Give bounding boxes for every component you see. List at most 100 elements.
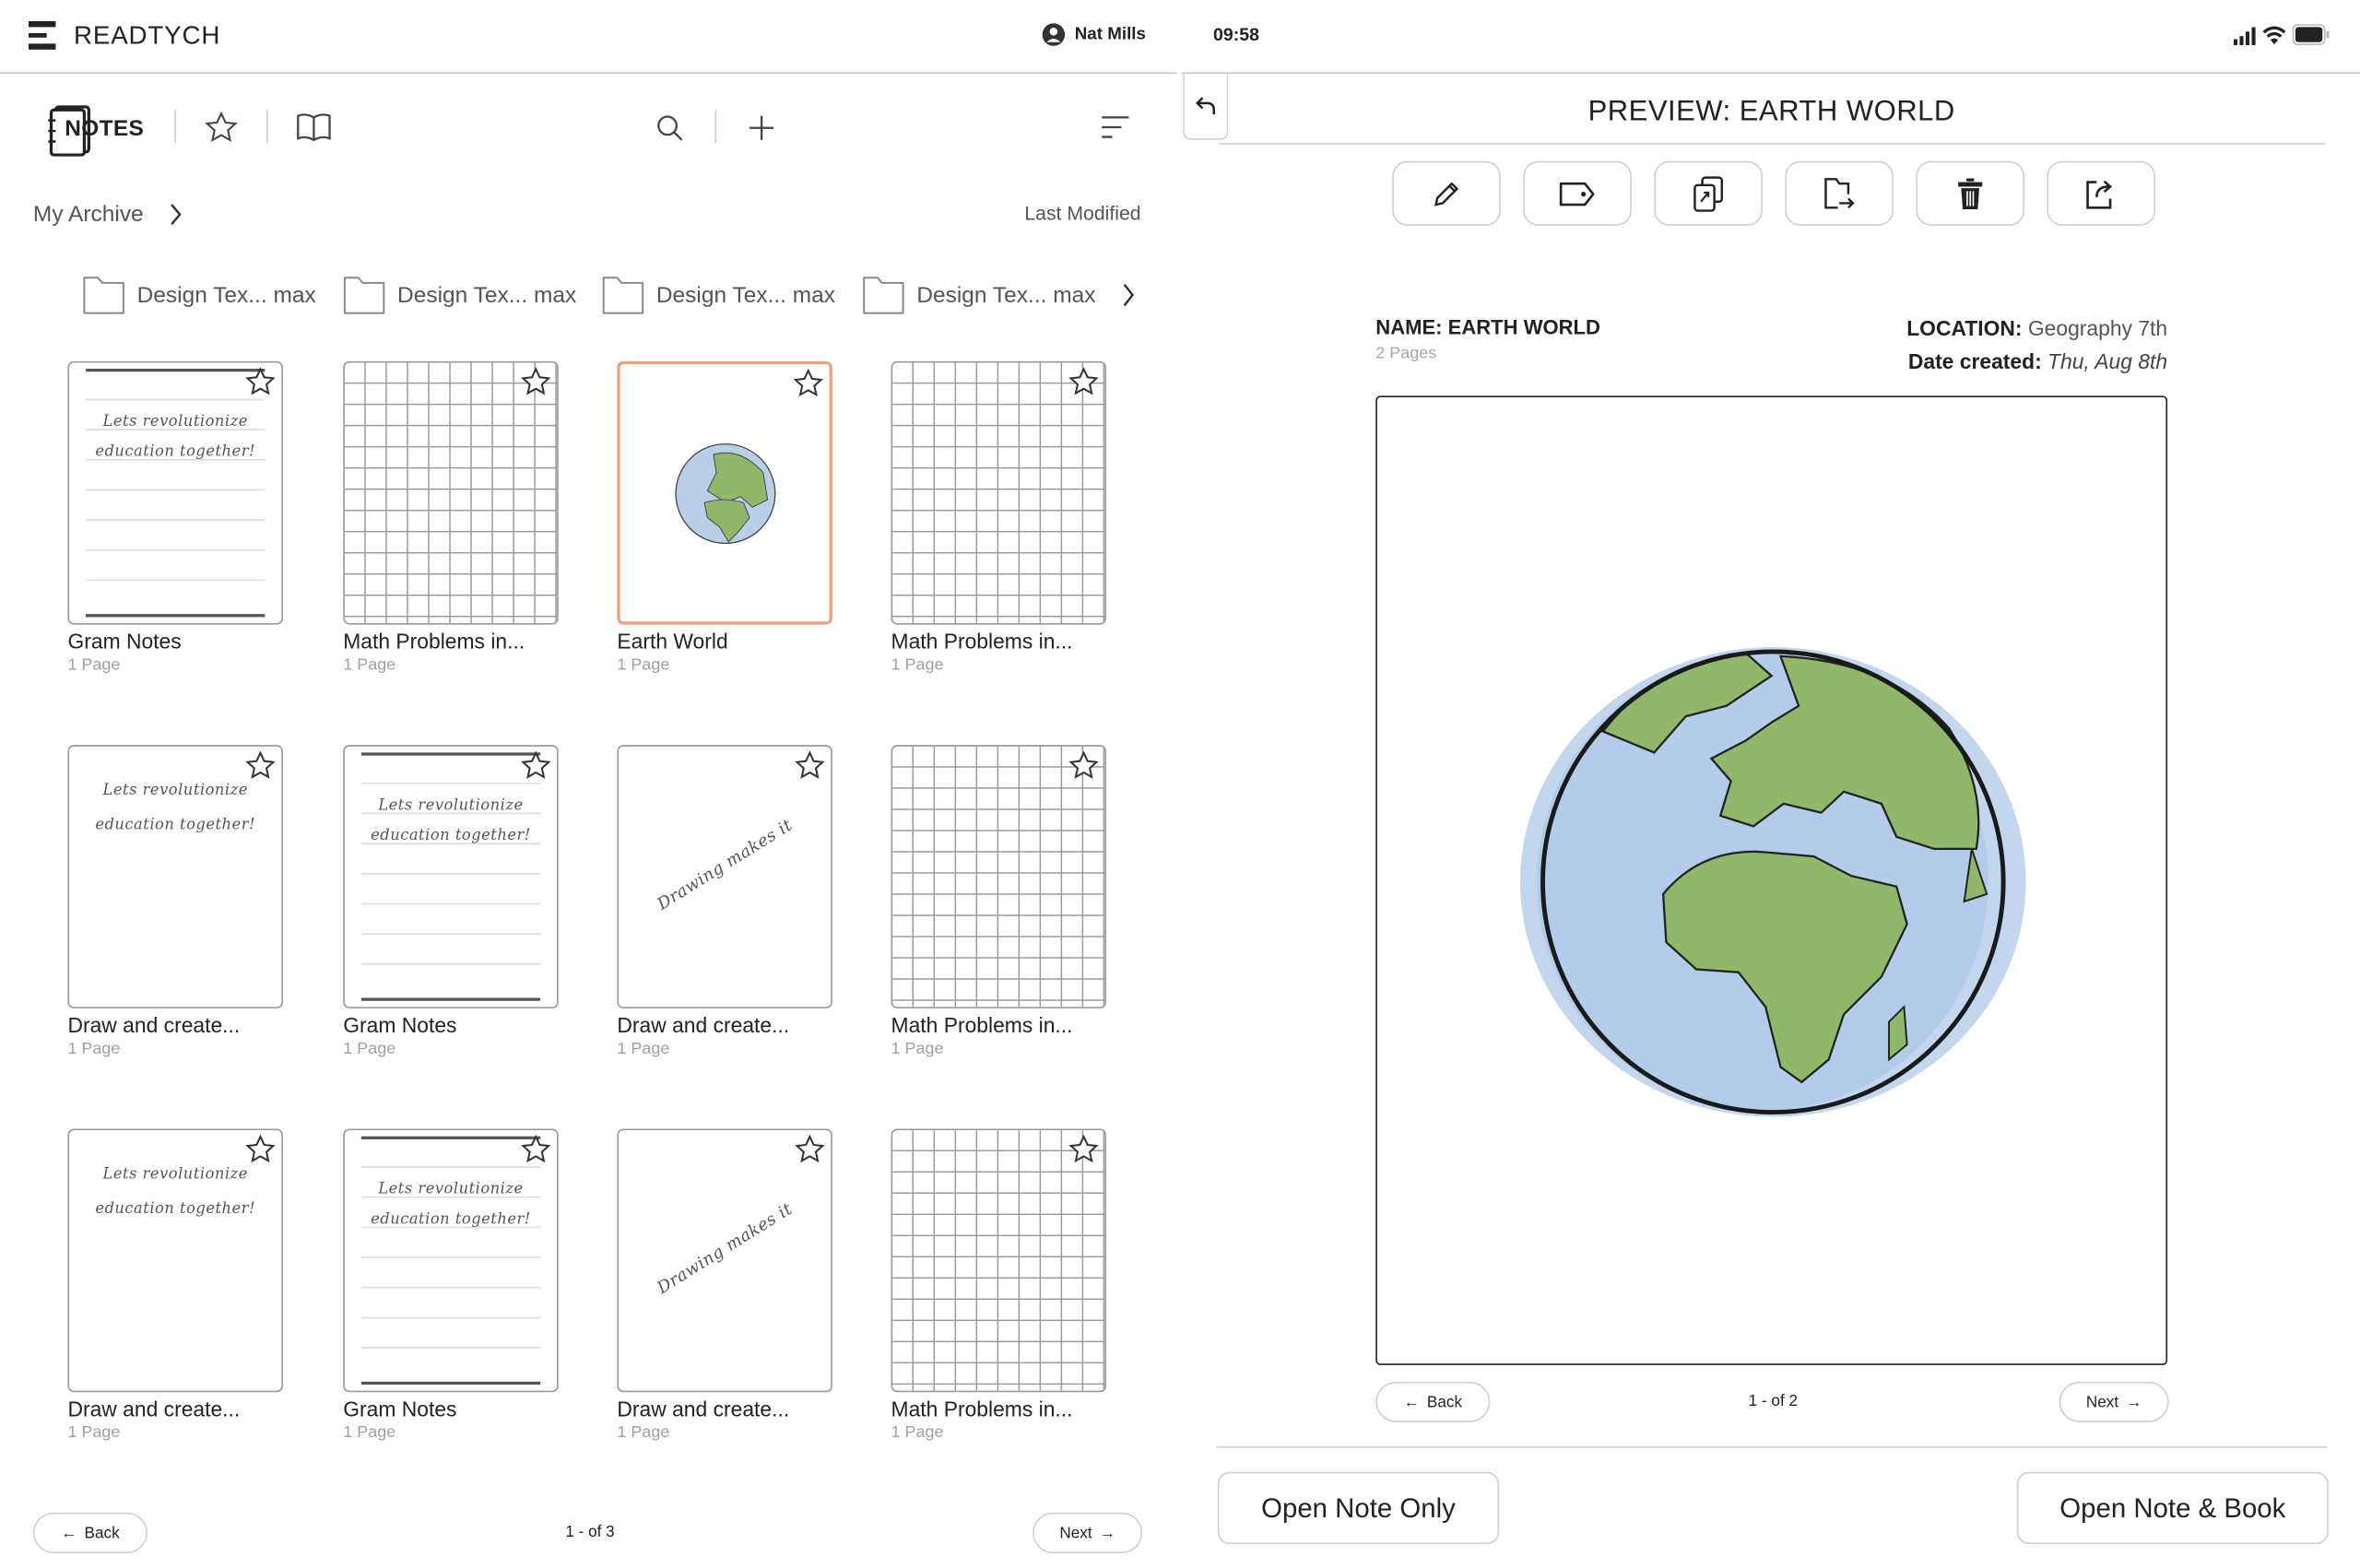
ruled-line xyxy=(360,1286,541,1289)
notes-logo[interactable]: NOTES xyxy=(48,105,157,157)
note-thumbnail[interactable]: Lets revolutionize education together! xyxy=(67,360,283,625)
sort-label[interactable]: Last Modified xyxy=(1024,201,1141,225)
return-button[interactable] xyxy=(1183,72,1229,140)
note-page-count: 1 Page xyxy=(67,1040,121,1058)
favorite-star-icon[interactable] xyxy=(1068,1135,1099,1163)
folder-item[interactable]: Design Tex... max xyxy=(602,276,835,314)
favorite-star-icon[interactable] xyxy=(245,367,276,395)
favorite-star-icon[interactable] xyxy=(1068,367,1099,395)
note-thumbnail[interactable] xyxy=(891,1128,1107,1393)
favorite-star-icon[interactable] xyxy=(245,750,276,780)
note-page-count: 1 Page xyxy=(343,1423,396,1443)
note-thumbnail[interactable] xyxy=(617,360,832,625)
delete-button[interactable] xyxy=(1916,160,2024,226)
note-card[interactable]: Lets revolutionize education together! Gr… xyxy=(343,1128,559,1443)
user-name[interactable]: Nat Mills xyxy=(1074,25,1146,44)
tag-button[interactable] xyxy=(1523,160,1632,226)
search-icon[interactable] xyxy=(656,114,683,141)
book-icon[interactable] xyxy=(297,112,332,142)
note-page-count: 1 Page xyxy=(343,655,396,675)
edit-button[interactable] xyxy=(1392,160,1501,226)
note-card[interactable]: Drawing makes it Draw and create... 1 Pa… xyxy=(617,745,832,1058)
favorite-star-icon[interactable] xyxy=(1068,750,1099,780)
duplicate-button[interactable] xyxy=(1654,160,1763,226)
note-card[interactable]: Math Problems in... 1 Page xyxy=(891,360,1107,675)
note-card[interactable]: Lets revolutionize education together! Gr… xyxy=(343,745,559,1058)
bottom-rule xyxy=(86,614,266,618)
note-thumbnail[interactable] xyxy=(343,360,559,625)
menu-icon[interactable] xyxy=(29,20,57,50)
sort-menu-icon[interactable] xyxy=(1102,116,1130,138)
note-page-count: 1 Page xyxy=(617,1423,670,1443)
move-folder-icon xyxy=(1824,177,1855,208)
note-title: Gram Notes xyxy=(67,629,182,654)
note-thumbnail[interactable]: Lets revolutionize education together! xyxy=(67,745,283,1008)
note-thumbnail[interactable]: Drawing makes it xyxy=(617,1128,832,1393)
folders-next-chevron-icon[interactable] xyxy=(1121,283,1135,307)
open-note-and-book-button[interactable]: Open Note & Book xyxy=(2016,1471,2329,1545)
note-card[interactable]: Lets revolutionize education together! Dr… xyxy=(67,745,283,1058)
handwriting-line: education together! xyxy=(371,827,531,844)
note-card[interactable]: Lets revolutionize education together! Gr… xyxy=(67,360,283,675)
favorite-star-icon[interactable] xyxy=(521,367,551,395)
move-button[interactable] xyxy=(1785,160,1894,226)
note-page-count: 1 Page xyxy=(891,1423,944,1443)
favorite-star-icon[interactable] xyxy=(245,1135,276,1163)
trash-icon xyxy=(1958,177,1983,209)
ruled-line xyxy=(360,1226,541,1229)
folder-icon xyxy=(83,277,124,314)
notes-next-button[interactable]: Next → xyxy=(1032,1512,1143,1553)
note-page-count: 1 Page xyxy=(67,655,121,675)
note-thumbnail[interactable]: Drawing makes it xyxy=(617,745,832,1008)
folder-item[interactable]: Design Tex... max xyxy=(83,276,316,314)
add-icon[interactable] xyxy=(748,114,774,141)
grid-paper xyxy=(892,746,1105,1008)
ruled-line xyxy=(360,902,541,905)
note-page-count: 1 Page xyxy=(891,655,944,675)
ruled-line xyxy=(86,548,266,551)
favorites-star-icon[interactable] xyxy=(205,111,238,143)
location-label: LOCATION: xyxy=(1906,315,2023,340)
footer-divider xyxy=(1216,1446,2328,1448)
ruled-line xyxy=(360,783,541,784)
handwriting-line: education together! xyxy=(95,817,256,834)
preview-next-button[interactable]: Next → xyxy=(2059,1381,2169,1422)
note-card[interactable]: Math Problems in... 1 Page xyxy=(343,360,559,675)
handwriting-drawing: Drawing makes it xyxy=(654,815,796,914)
notes-back-button[interactable]: ← Back xyxy=(32,1512,148,1553)
open-note-only-button[interactable]: Open Note Only xyxy=(1217,1471,1500,1545)
brand-logo: READTYCH xyxy=(74,20,221,50)
note-thumbnail[interactable] xyxy=(891,745,1107,1008)
breadcrumb-my-archive[interactable]: My Archive xyxy=(32,201,144,228)
arrow-right-icon: → xyxy=(2126,1393,2142,1411)
note-thumbnail[interactable] xyxy=(891,360,1107,625)
favorite-star-icon[interactable] xyxy=(521,750,551,780)
note-card[interactable]: Lets revolutionize education together! Dr… xyxy=(67,1128,283,1442)
favorite-star-icon[interactable] xyxy=(793,369,823,397)
ruled-line xyxy=(86,519,266,521)
note-preview-page[interactable] xyxy=(1375,395,2168,1365)
favorite-star-icon[interactable] xyxy=(521,1135,551,1163)
folder-item[interactable]: Design Tex... max xyxy=(343,276,576,314)
status-divider xyxy=(1181,72,2360,75)
favorite-star-icon[interactable] xyxy=(795,1135,825,1163)
handwriting-line: Lets revolutionize xyxy=(378,797,524,815)
preview-back-button[interactable]: ← Back xyxy=(1375,1381,1491,1422)
note-thumbnail[interactable]: Lets revolutionize education together! xyxy=(343,1128,559,1393)
note-thumbnail[interactable]: Lets revolutionize education together! xyxy=(67,1128,283,1393)
location-value: Geography 7th xyxy=(2027,315,2168,340)
note-card[interactable]: Earth World 1 Page xyxy=(617,360,832,674)
folder-item[interactable]: Design Tex... max xyxy=(863,276,1096,314)
share-icon xyxy=(2086,179,2113,208)
note-card[interactable]: Math Problems in... 1 Page xyxy=(891,1128,1107,1443)
chevron-right-icon[interactable] xyxy=(169,203,183,226)
back-label: Back xyxy=(1426,1393,1463,1411)
favorite-star-icon[interactable] xyxy=(795,750,825,780)
notes-page-status: 1 - of 3 xyxy=(565,1523,615,1541)
note-thumbnail[interactable]: Lets revolutionize education together! xyxy=(343,745,559,1008)
user-avatar-icon[interactable] xyxy=(1042,22,1066,46)
share-button[interactable] xyxy=(2047,160,2156,226)
note-card[interactable]: Math Problems in... 1 Page xyxy=(891,745,1107,1058)
grid-paper xyxy=(892,362,1105,623)
note-card[interactable]: Drawing makes it Draw and create... 1 Pa… xyxy=(617,1128,832,1443)
